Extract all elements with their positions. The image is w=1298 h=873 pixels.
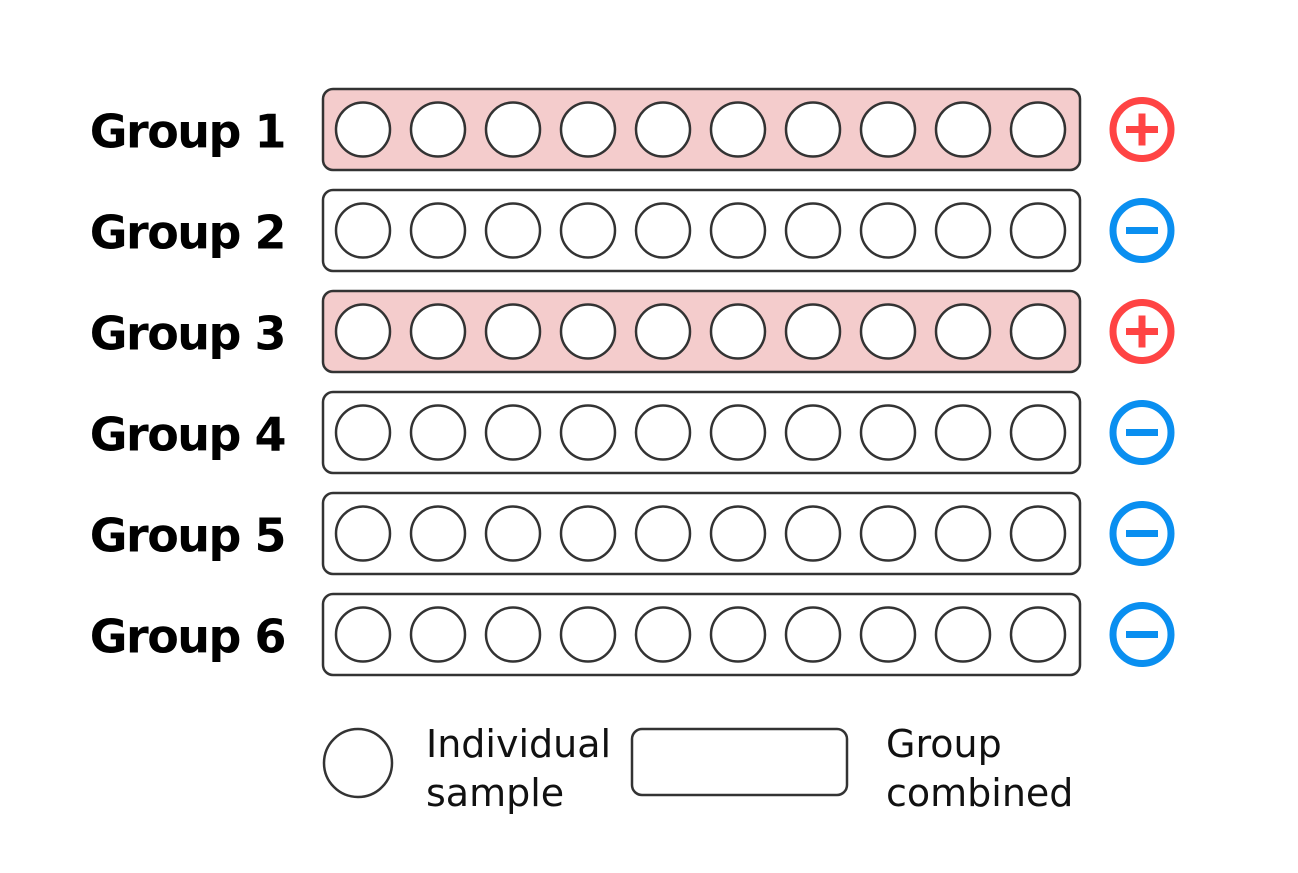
group-row: Group 1: [90, 87, 1175, 172]
sample-circle: [709, 202, 767, 259]
group-rows: Group 1 Group 2 Group 3 Group 4 Group 5 Group…: [90, 87, 1175, 677]
legend-sample-line2: sample: [426, 771, 564, 815]
sample-circle: [859, 606, 917, 663]
group-label: Group 2: [90, 206, 285, 260]
sample-circle: [1009, 505, 1067, 562]
sample-circle: [934, 303, 992, 360]
sample-circle: [409, 404, 467, 461]
sample-circle: [1009, 101, 1067, 158]
minus-circle-icon: [1109, 602, 1175, 667]
icon-ring: [1109, 602, 1175, 667]
sample-circle: [709, 404, 767, 461]
sample-circle: [934, 505, 992, 562]
icon-ring: [1109, 198, 1175, 263]
sample-circle: [559, 606, 617, 663]
sample-circle: [934, 202, 992, 259]
sample-circle: [484, 404, 542, 461]
sample-circle: [784, 303, 842, 360]
sample-circle: [1009, 303, 1067, 360]
sample-circle: [334, 404, 392, 461]
sample-circle: [634, 101, 692, 158]
group-row: Group 5: [90, 491, 1175, 576]
legend-sample-line1: Individual: [426, 722, 611, 766]
legend-sample-circle: [322, 727, 394, 799]
icon-bar-horizontal: [1126, 530, 1158, 537]
sample-circle: [934, 404, 992, 461]
sample-circle: [709, 303, 767, 360]
sample-circle: [859, 101, 917, 158]
group-label: Group 5: [90, 509, 285, 563]
sample-circle: [1009, 202, 1067, 259]
icon-bar-horizontal: [1126, 429, 1158, 436]
group-row: Group 3: [90, 289, 1175, 374]
sample-circle: [409, 101, 467, 158]
sample-circle: [634, 303, 692, 360]
sample-circle: [559, 505, 617, 562]
sample-circle: [784, 202, 842, 259]
sample-circle: [859, 505, 917, 562]
sample-circle: [334, 303, 392, 360]
sample-circle: [334, 505, 392, 562]
group-row: Group 2: [90, 188, 1175, 273]
sample-circle: [709, 505, 767, 562]
sample-circle: [634, 202, 692, 259]
sample-circle: [559, 303, 617, 360]
minus-circle-icon: [1109, 400, 1175, 465]
sample-circle: [859, 202, 917, 259]
group-label: Group 4: [90, 408, 285, 462]
icon-ring: [1109, 97, 1175, 162]
legend: Individual sample Group combined: [322, 722, 1073, 815]
legend-group-line2: combined: [886, 771, 1073, 815]
minus-circle-icon: [1109, 198, 1175, 263]
sample-circle: [859, 404, 917, 461]
sample-circle: [784, 101, 842, 158]
sample-circle: [484, 606, 542, 663]
sample-circle: [484, 505, 542, 562]
sample-circle: [934, 606, 992, 663]
sample-circle: [334, 202, 392, 259]
icon-ring: [1109, 400, 1175, 465]
sample-circle: [709, 606, 767, 663]
sample-circle: [634, 505, 692, 562]
group-label: Group 6: [90, 610, 285, 664]
minus-circle-icon: [1109, 501, 1175, 566]
icon-bar-horizontal: [1126, 227, 1158, 234]
sample-circle: [484, 101, 542, 158]
plus-circle-icon: [1109, 299, 1175, 364]
sample-circle: [859, 303, 917, 360]
sample-circle: [934, 101, 992, 158]
sample-circle: [409, 606, 467, 663]
sample-circle: [409, 303, 467, 360]
icon-bar-vertical: [1138, 315, 1146, 348]
group-row: Group 6: [90, 592, 1175, 677]
icon-bar-horizontal: [1126, 631, 1158, 638]
sample-circle: [709, 101, 767, 158]
group-label: Group 1: [90, 105, 285, 159]
sample-circle: [409, 202, 467, 259]
sample-circle: [1009, 404, 1067, 461]
sample-circle: [634, 404, 692, 461]
sample-circle: [334, 101, 392, 158]
sample-circle: [559, 202, 617, 259]
sample-circle: [784, 505, 842, 562]
sample-circle: [559, 404, 617, 461]
sample-circle: [409, 505, 467, 562]
group-label: Group 3: [90, 307, 285, 361]
sample-circle: [559, 101, 617, 158]
legend-group-line1: Group: [886, 722, 1002, 766]
icon-bar-vertical: [1138, 113, 1146, 146]
sample-circle: [784, 606, 842, 663]
icon-ring: [1109, 501, 1175, 566]
sample-circle: [634, 606, 692, 663]
sample-circle: [334, 606, 392, 663]
sample-circle: [784, 404, 842, 461]
plus-circle-icon: [1109, 97, 1175, 162]
group-row: Group 4: [90, 390, 1175, 475]
sample-circle: [484, 303, 542, 360]
sample-circle: [1009, 606, 1067, 663]
legend-group-box: [630, 727, 849, 797]
sample-circle: [484, 202, 542, 259]
icon-ring: [1109, 299, 1175, 364]
